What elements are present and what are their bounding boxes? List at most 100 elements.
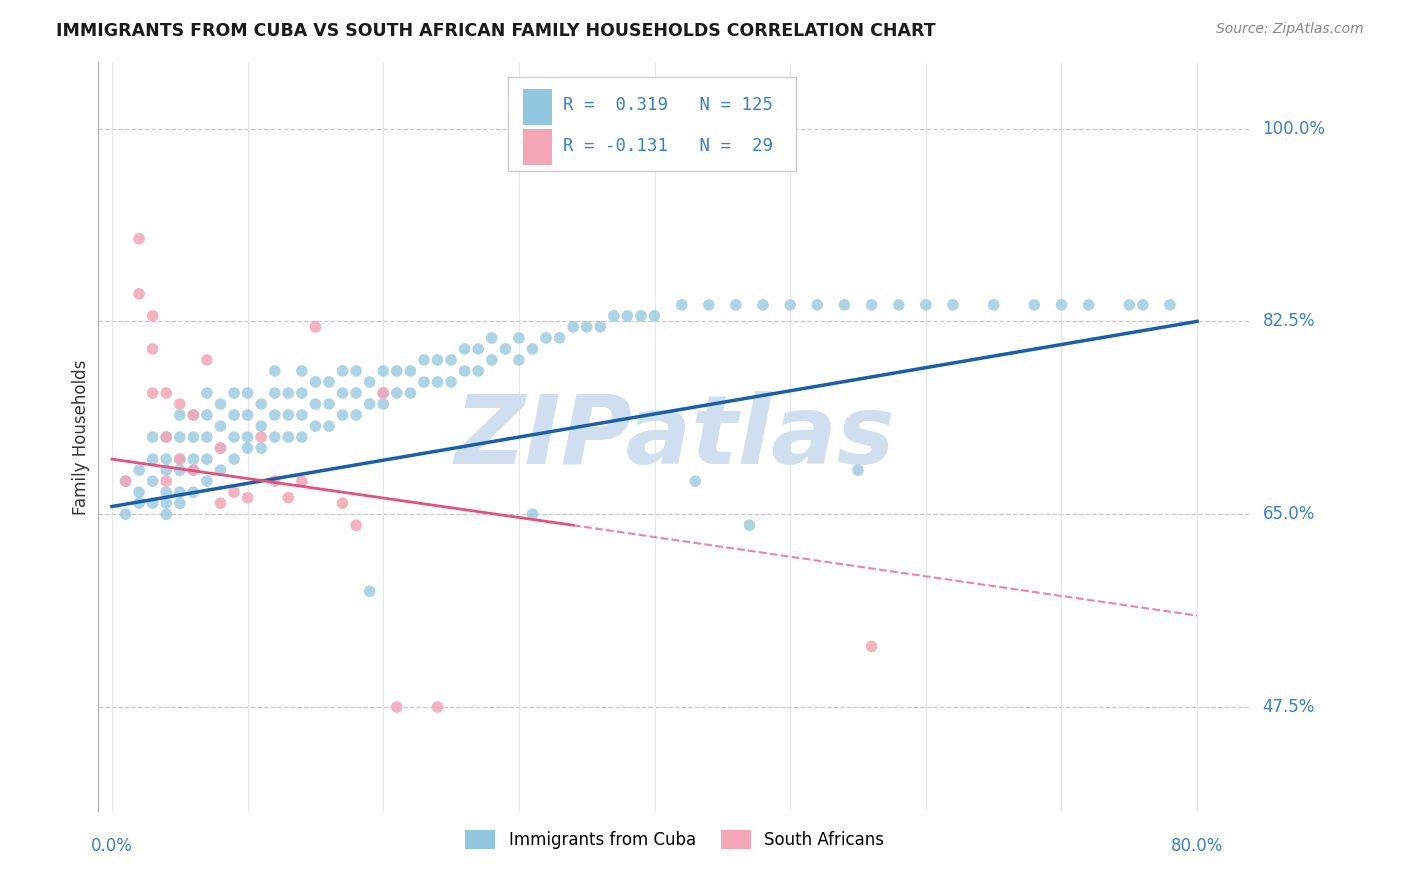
Point (522, 342, 544, 356)
Point (236, 408, 259, 422)
Point (453, 364, 475, 378)
Point (155, 386, 177, 401)
Point (277, 408, 299, 422)
Point (426, 353, 449, 368)
Point (359, 397, 381, 411)
Point (344, 386, 367, 401)
Point (183, 485, 205, 500)
Point (183, 408, 205, 422)
Point (128, 485, 150, 500)
Point (738, 518, 761, 533)
Point (169, 452, 191, 467)
Point (671, 298, 693, 312)
Point (332, 386, 354, 401)
Point (562, 319, 585, 334)
Point (169, 452, 191, 467)
Point (304, 375, 326, 389)
Point (385, 364, 408, 378)
Point (142, 430, 165, 444)
Text: 82.5%: 82.5% (1263, 312, 1315, 330)
Point (169, 408, 191, 422)
Point (114, 474, 136, 488)
Point (142, 496, 165, 510)
Point (128, 463, 150, 477)
Point (467, 342, 489, 356)
Point (236, 430, 259, 444)
Point (263, 386, 285, 401)
Point (155, 452, 177, 467)
Point (250, 419, 273, 434)
Point (413, 375, 436, 389)
Point (155, 485, 177, 500)
Point (426, 700, 449, 714)
Point (752, 298, 775, 312)
Point (332, 408, 354, 422)
Point (195, 408, 218, 422)
Y-axis label: Family Households: Family Households (72, 359, 90, 515)
Point (304, 319, 326, 334)
Point (183, 430, 205, 444)
Point (209, 496, 232, 510)
Point (128, 232, 150, 246)
Point (846, 463, 869, 477)
Point (114, 474, 136, 488)
Point (399, 386, 422, 401)
Point (318, 419, 340, 434)
Point (277, 491, 299, 505)
Point (169, 430, 191, 444)
Legend: Immigrants from Cuba, South Africans: Immigrants from Cuba, South Africans (458, 823, 891, 855)
Text: Source: ZipAtlas.com: Source: ZipAtlas.com (1216, 22, 1364, 37)
Point (142, 386, 165, 401)
Point (250, 397, 273, 411)
Text: R =  0.319   N = 125: R = 0.319 N = 125 (562, 96, 773, 114)
Point (209, 463, 232, 477)
Point (183, 452, 205, 467)
Point (263, 408, 285, 422)
Point (344, 518, 367, 533)
Text: 100.0%: 100.0% (1263, 120, 1326, 137)
Point (169, 397, 191, 411)
FancyBboxPatch shape (523, 129, 551, 165)
Point (440, 353, 463, 368)
Point (318, 375, 340, 389)
Point (359, 584, 381, 599)
Point (644, 309, 666, 323)
Point (440, 375, 463, 389)
Point (183, 463, 205, 477)
Point (236, 386, 259, 401)
Point (128, 496, 150, 510)
Point (209, 441, 232, 455)
Point (589, 319, 612, 334)
Point (332, 496, 354, 510)
Point (291, 474, 314, 488)
Point (534, 331, 557, 345)
Point (263, 474, 285, 488)
Point (630, 309, 652, 323)
Point (209, 419, 232, 434)
Point (806, 298, 828, 312)
Point (142, 342, 165, 356)
Point (250, 441, 273, 455)
Point (291, 408, 314, 422)
Point (399, 364, 422, 378)
Point (724, 298, 747, 312)
Point (222, 485, 245, 500)
Point (697, 298, 720, 312)
Point (222, 386, 245, 401)
Point (263, 430, 285, 444)
Point (983, 298, 1005, 312)
Point (548, 331, 571, 345)
Point (453, 342, 475, 356)
Point (195, 474, 218, 488)
Point (222, 452, 245, 467)
Point (413, 353, 436, 368)
Point (1050, 298, 1073, 312)
Point (222, 408, 245, 422)
Point (209, 441, 232, 455)
Point (344, 408, 367, 422)
Point (291, 364, 314, 378)
Point (575, 319, 598, 334)
Point (385, 386, 408, 401)
Point (1132, 298, 1154, 312)
Point (683, 474, 706, 488)
